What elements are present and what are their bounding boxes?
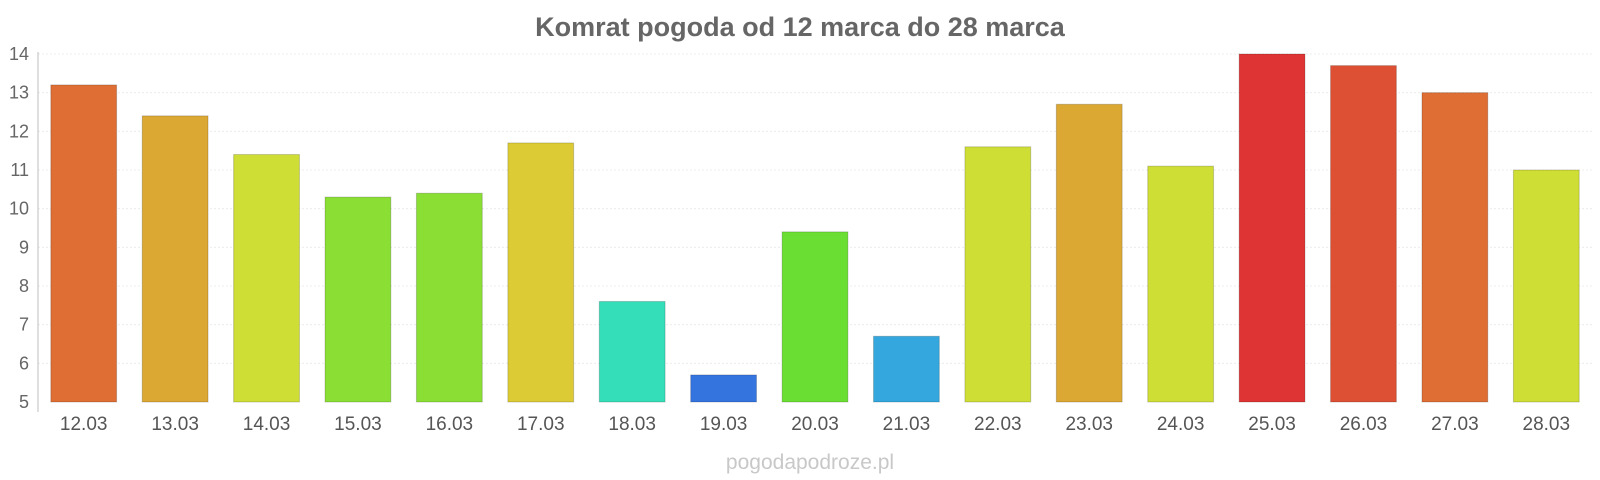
x-tick-label: 25.03 bbox=[1248, 414, 1296, 435]
chart-title: Komrat pogoda od 12 marca do 28 marca bbox=[535, 12, 1066, 42]
bar-25.03 bbox=[1238, 53, 1306, 403]
x-tick-label: 15.03 bbox=[334, 414, 382, 435]
y-tick-label: 12 bbox=[9, 121, 29, 141]
x-axis-ticks: 12.03 13.03 14.03 15.03 16.03 17.03 18.03 19.03… bbox=[60, 414, 1570, 435]
x-tick-label: 28.03 bbox=[1523, 414, 1571, 435]
x-tick-label: 12.03 bbox=[60, 414, 108, 435]
x-tick-label: 18.03 bbox=[608, 414, 656, 435]
bar-26.03 bbox=[1330, 65, 1397, 403]
bar-17.03 bbox=[507, 142, 575, 403]
x-tick-label: 13.03 bbox=[151, 414, 199, 435]
bar-23.03 bbox=[1055, 103, 1123, 403]
bar-18.03 bbox=[598, 300, 666, 403]
x-tick-label: 27.03 bbox=[1431, 414, 1479, 435]
y-tick-label: 9 bbox=[19, 237, 29, 257]
x-tick-label: 24.03 bbox=[1157, 414, 1205, 435]
x-tick-label: 26.03 bbox=[1340, 414, 1388, 435]
x-tick-label: 16.03 bbox=[426, 414, 474, 435]
bars bbox=[50, 53, 1580, 403]
x-tick-label: 17.03 bbox=[517, 414, 565, 435]
bar-27.03 bbox=[1421, 92, 1489, 403]
bar-24.03 bbox=[1147, 165, 1215, 403]
watermark: pogodapodroze.pl bbox=[726, 451, 894, 474]
bar-19.03 bbox=[690, 374, 757, 403]
bar-22.03 bbox=[964, 146, 1032, 403]
bar-13.03 bbox=[141, 115, 209, 403]
y-tick-label: 11 bbox=[10, 160, 29, 180]
y-axis-ticks: 5 6 7 8 9 10 11 12 13 14 bbox=[9, 44, 29, 412]
y-tick-label: 10 bbox=[9, 199, 29, 219]
y-tick-label: 14 bbox=[9, 44, 29, 64]
x-tick-label: 23.03 bbox=[1065, 414, 1113, 435]
bar-14.03 bbox=[233, 154, 300, 403]
x-tick-label: 19.03 bbox=[700, 414, 748, 435]
y-tick-label: 5 bbox=[19, 392, 29, 412]
bar-16.03 bbox=[415, 192, 483, 403]
y-tick-label: 8 bbox=[19, 276, 29, 296]
y-tick-label: 13 bbox=[9, 83, 29, 103]
y-tick-label: 6 bbox=[19, 353, 29, 373]
bar-15.03 bbox=[324, 196, 392, 403]
y-tick-label: 7 bbox=[19, 315, 29, 335]
bar-21.03 bbox=[873, 335, 940, 403]
x-tick-label: 21.03 bbox=[883, 414, 931, 435]
bar-12.03 bbox=[50, 84, 118, 403]
bar-20.03 bbox=[781, 231, 849, 403]
bar-28.03 bbox=[1512, 169, 1580, 403]
x-tick-label: 14.03 bbox=[243, 414, 291, 435]
x-tick-label: 20.03 bbox=[791, 414, 839, 435]
x-tick-label: 22.03 bbox=[974, 414, 1022, 435]
